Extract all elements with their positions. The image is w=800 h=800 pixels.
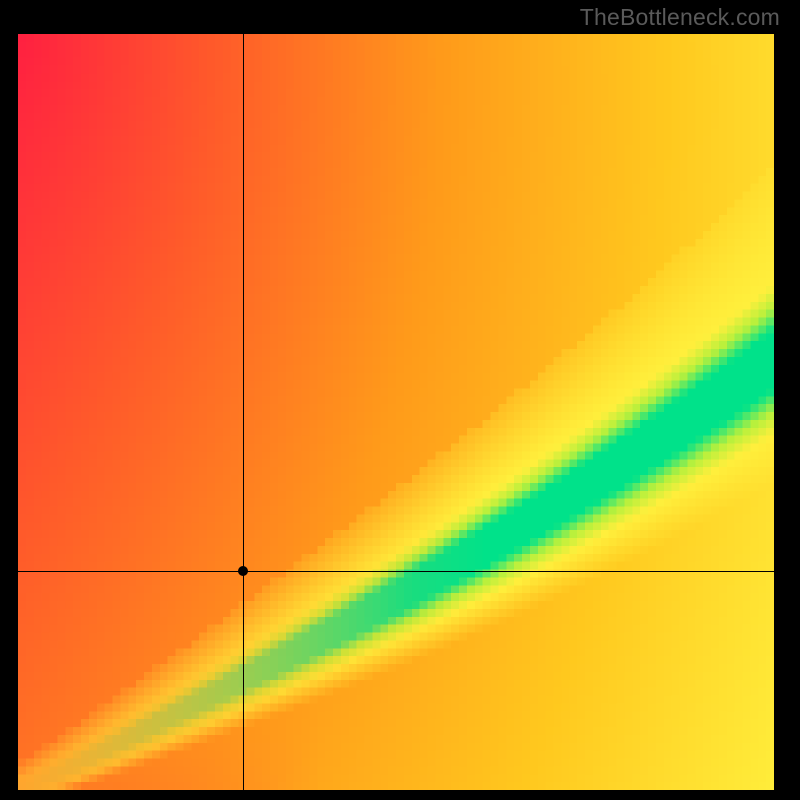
crosshair-vertical <box>243 34 244 790</box>
watermark-text: TheBottleneck.com <box>580 4 780 31</box>
heatmap-plot <box>18 34 774 790</box>
heatmap-canvas <box>18 34 774 790</box>
crosshair-horizontal <box>18 571 774 572</box>
marker-point <box>238 566 248 576</box>
